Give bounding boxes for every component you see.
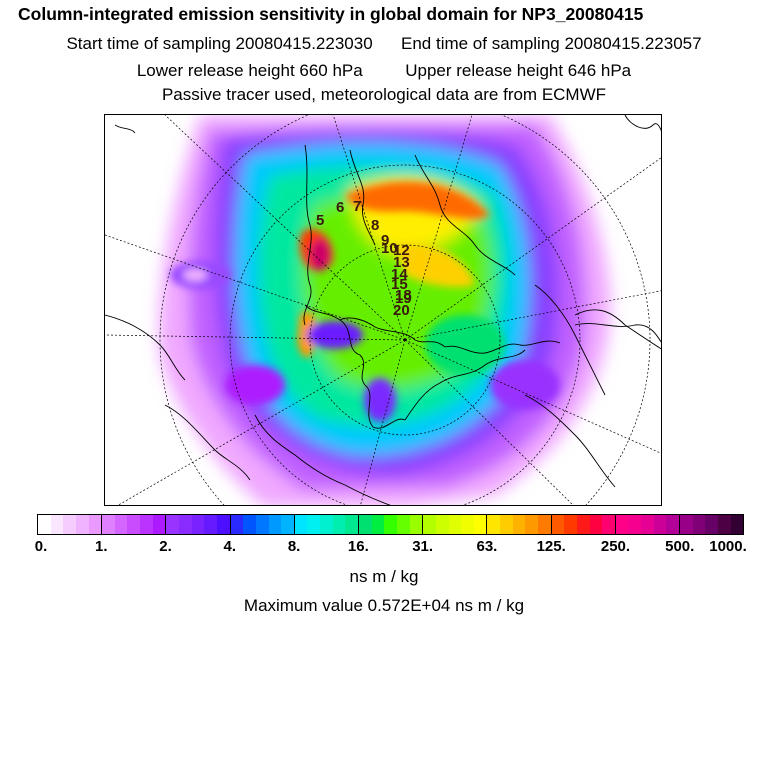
colorbar-segment <box>512 515 526 534</box>
colorbar-tick-label: 8. <box>287 538 301 555</box>
sampling-times: Start time of sampling 20080415.223030 E… <box>0 34 768 54</box>
colorbar-segment <box>500 515 513 534</box>
release-label: 19 <box>395 290 412 307</box>
colorbar-segment <box>473 515 488 534</box>
colorbar-segment <box>653 515 667 534</box>
colorbar-segment <box>320 515 333 534</box>
colorbar-segment <box>602 515 616 534</box>
colorbar-segment <box>166 515 180 534</box>
colorbar-segment <box>50 515 64 534</box>
release-label: 9 <box>381 232 389 249</box>
colorbar-segment <box>435 515 449 534</box>
colorbar-segment <box>332 515 346 534</box>
colorbar-segment <box>628 515 642 534</box>
colorbar-segment <box>487 515 501 534</box>
coastlines <box>105 115 661 505</box>
colorbar-tick-label: 1000. <box>709 538 747 555</box>
colorbar-tick-label: 250. <box>600 538 631 555</box>
colorbar-tick-label: 0. <box>34 538 48 555</box>
colorbar-segment <box>140 515 153 534</box>
release-labels: 5 6 7 8 9 10 12 13 14 15 18 19 20 <box>316 198 412 319</box>
tracer-info: Passive tracer used, meteorological data… <box>161 85 607 104</box>
colorbar-segment <box>63 515 76 534</box>
map-title: Column-integrated emission sensitivity i… <box>18 4 644 24</box>
colorbar-segment <box>666 515 681 534</box>
colorbar-segment <box>641 515 654 534</box>
release-label: 10 <box>381 240 398 257</box>
colorbar-segment <box>409 515 424 534</box>
colorbar-segment <box>525 515 538 534</box>
colorbar-segment <box>152 515 167 534</box>
colorbar-tick-label: 31. <box>412 538 434 555</box>
colorbar-tick-label: 125. <box>536 538 566 555</box>
colorbar-segment <box>102 515 115 534</box>
colorbar-tick-label: 63. <box>476 538 498 555</box>
colorbar-segment <box>551 515 565 534</box>
colorbar-segment <box>114 515 128 534</box>
colorbar-segment <box>75 515 89 534</box>
map-canvas: 5 6 7 8 9 10 12 13 14 15 18 19 20 <box>105 115 661 505</box>
colorbar-segment <box>38 515 51 534</box>
release-label: 6 <box>336 199 344 216</box>
graticule <box>105 115 661 505</box>
end-time-text: End time of sampling 20080415.223057 <box>401 34 702 53</box>
release-label: 15 <box>391 276 408 293</box>
colorbar-tick-label: 2. <box>159 538 172 555</box>
release-label: 12 <box>393 242 410 259</box>
release-heights: Lower release height 660 hPa Upper relea… <box>0 61 768 81</box>
colorbar-segment <box>537 515 552 534</box>
release-label: 14 <box>391 266 408 283</box>
colorbar-segment <box>230 515 244 534</box>
colorbar-segment <box>371 515 385 534</box>
colorbar-segment <box>615 515 629 534</box>
colorbar-segment <box>680 515 693 534</box>
colorbar-segment <box>243 515 256 534</box>
sensitivity-map: 5 6 7 8 9 10 12 13 14 15 18 19 20 <box>104 114 662 506</box>
colorbar-segment <box>396 515 410 534</box>
release-label: 13 <box>393 254 410 271</box>
colorbar-segment <box>127 515 141 534</box>
colorbar-tick-label: 4. <box>223 538 237 555</box>
colorbar-tick-label: 500. <box>665 538 695 555</box>
start-time-text: Start time of sampling 20080415.223030 <box>66 34 373 53</box>
colorbar-segment <box>88 515 103 534</box>
colorbar-segment <box>359 515 372 534</box>
colorbar-segment <box>730 515 744 534</box>
release-label: 20 <box>393 302 410 319</box>
colorbar-tick-labels: 0. 1. 2. 4. 8. 16. 31. 63. 125. 250. 500. 1000. <box>0 538 768 560</box>
upper-height-text: Upper release height 646 hPa <box>405 61 632 80</box>
colorbar-segment <box>705 515 718 534</box>
colorbar-segment <box>294 515 308 534</box>
colorbar-segment <box>564 515 577 534</box>
colorbar-segment <box>345 515 360 534</box>
release-label: 8 <box>371 217 379 234</box>
maximum-value: Maximum value 0.572E+04 ns m / kg <box>243 596 525 615</box>
colorbar-tick-label: 16. <box>347 538 369 555</box>
lower-height-text: Lower release height 660 hPa <box>136 61 363 80</box>
colorbar-segment <box>589 515 603 534</box>
colorbar-segment <box>307 515 321 534</box>
colorbar-segment <box>576 515 590 534</box>
release-label: 5 <box>316 212 324 229</box>
colorbar-segment <box>384 515 397 534</box>
colorbar-segment <box>204 515 217 534</box>
colorbar-units: ns m / kg <box>349 567 419 586</box>
colorbar-tick-label: 1. <box>95 538 108 555</box>
release-label: 7 <box>353 198 361 215</box>
colorbar-segment <box>717 515 731 534</box>
colorbar-segment <box>461 515 474 534</box>
colorbar-segment <box>216 515 231 534</box>
colorbar-segment <box>448 515 462 534</box>
colorbar-segment <box>423 515 436 534</box>
colorbar-segment <box>268 515 282 534</box>
release-label: 18 <box>395 287 412 304</box>
sensitivity-field <box>159 115 611 505</box>
colorbar-segment <box>281 515 295 534</box>
colorbar-segment <box>179 515 192 534</box>
colorbar-segment <box>255 515 269 534</box>
colorbar-segment <box>191 515 205 534</box>
colorbar-segment <box>692 515 706 534</box>
colorbar <box>37 514 744 535</box>
